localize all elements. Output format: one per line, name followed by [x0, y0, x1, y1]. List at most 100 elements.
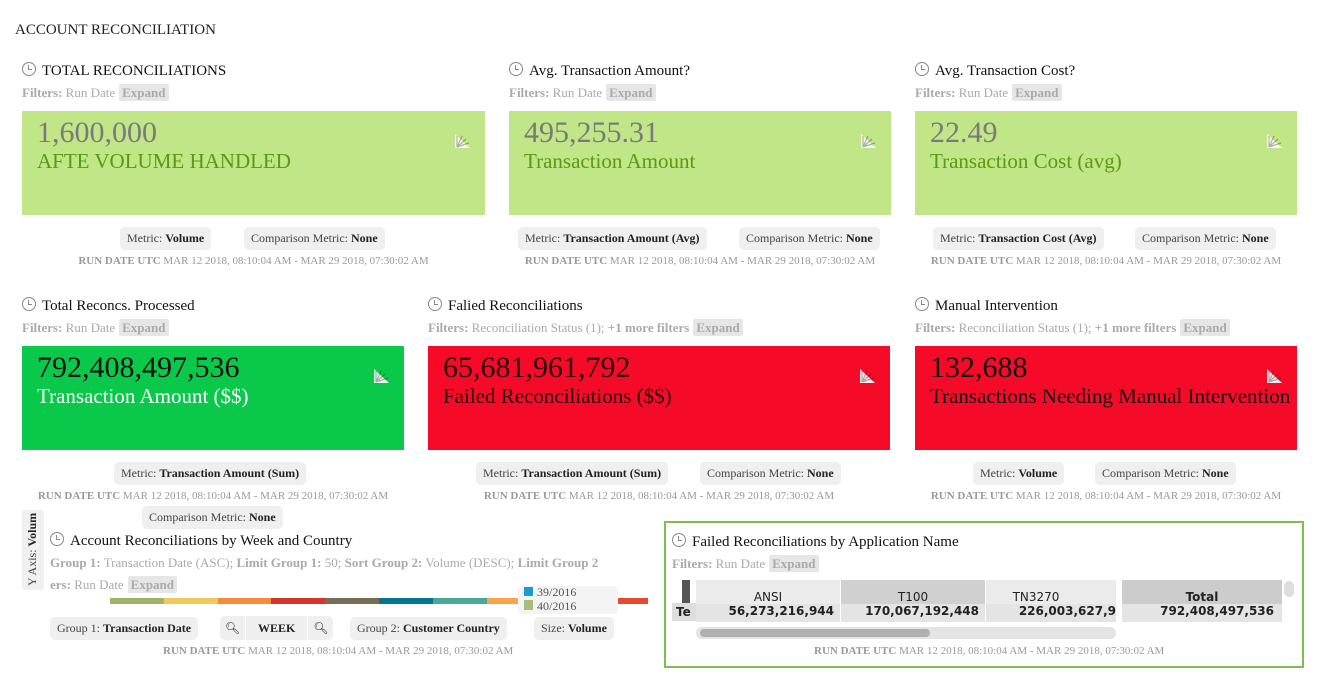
metric-value: 495,255.31: [524, 116, 659, 149]
zoom-control: 🔍︎ WEEK 🔍︎: [220, 616, 334, 640]
week-chart-stripes: [110, 598, 648, 604]
chart-type-icon[interactable]: [1265, 368, 1283, 384]
metric-value: 132,688: [930, 351, 1028, 384]
metric-label: AFTE VOLUME HANDLED: [37, 149, 291, 173]
clock-icon: [22, 62, 36, 76]
metric-tile[interactable]: 495,255.31 Transaction Amount: [509, 111, 891, 215]
metric-label: Transaction Amount: [524, 149, 696, 173]
legend-swatch: [524, 587, 533, 596]
app-table-filters: Filters: Run Date Expand: [672, 555, 819, 572]
zoom-out-icon[interactable]: 🔍︎: [220, 616, 246, 640]
chart-stripe[interactable]: [486, 598, 541, 604]
run-date: RUN DATE UTC MAR 12 2018, 08:10:04 AM - …: [814, 645, 1165, 657]
run-date: RUN DATE UTC MAR 12 2018, 08:10:04 AM - …: [930, 490, 1282, 502]
clock-icon: [509, 62, 523, 76]
expand-button[interactable]: Expand: [1012, 84, 1062, 101]
chart-stripe[interactable]: [110, 598, 164, 604]
metric-tile[interactable]: 65,681,961,792 Failed Reconciliations ($…: [428, 346, 890, 450]
metric-tile[interactable]: 132,688 Transactions Needing Manual Inte…: [915, 346, 1297, 450]
metric-chip[interactable]: Metric: Transaction Amount (Avg): [518, 227, 707, 250]
metric-value: 792,408,497,536: [37, 351, 240, 384]
size-chip[interactable]: Size: Volume: [534, 617, 614, 640]
comparison-metric-chip[interactable]: Comparison Metric: None: [739, 227, 880, 250]
metric-value: 1,600,000: [37, 116, 157, 149]
metric-value: 65,681,961,792: [443, 351, 631, 384]
week-chart-filters: ers: Run Date Expand: [50, 576, 178, 593]
chart-type-icon[interactable]: [858, 368, 876, 384]
comparison-metric-chip[interactable]: Comparison Metric: None: [244, 227, 385, 250]
expand-button[interactable]: Expand: [1180, 319, 1230, 336]
widget-filters: Filters: Run Date Expand: [22, 319, 169, 336]
metric-chip[interactable]: Metric: Volume: [120, 227, 212, 250]
widget-title: Avg. Transaction Amount?: [509, 62, 690, 80]
chart-type-icon[interactable]: [1265, 133, 1283, 149]
vertical-scrollbar[interactable]: [1284, 581, 1294, 597]
group2-chip[interactable]: Group 2: Customer Country: [350, 617, 507, 640]
zoom-in-icon[interactable]: 🔍︎: [313, 621, 329, 635]
comparison-metric-chip[interactable]: Comparison Metric: None: [142, 506, 283, 529]
week-chart-legend: 39/2016 40/2016: [518, 586, 618, 614]
chart-stripe[interactable]: [594, 598, 648, 604]
widget-title: Manual Intervention: [915, 297, 1058, 315]
clock-icon: [915, 297, 929, 311]
chart-stripe[interactable]: [378, 598, 433, 604]
comparison-metric-chip[interactable]: Comparison Metric: None: [700, 462, 841, 485]
metric-label: Transaction Amount ($$): [37, 384, 249, 408]
expand-button[interactable]: Expand: [769, 555, 819, 572]
chart-stripe[interactable]: [325, 598, 379, 604]
week-chart-config: Group 1: Transaction Date (ASC); Limit G…: [50, 555, 599, 570]
comparison-metric-chip[interactable]: Comparison Metric: None: [1135, 227, 1276, 250]
group1-chip[interactable]: Group 1: Transaction Date: [50, 617, 199, 640]
column-t100: T100 170,067,192,448: [841, 580, 986, 622]
widget-filters: Filters: Run Date Expand: [915, 84, 1062, 101]
run-date: RUN DATE UTC MAR 12 2018, 08:10:04 AM - …: [930, 255, 1282, 267]
metric-tile[interactable]: 22.49 Transaction Cost (avg): [915, 111, 1297, 215]
metric-chip[interactable]: Metric: Transaction Amount (Sum): [476, 462, 669, 485]
page-title: ACCOUNT RECONCILIATION: [15, 22, 216, 38]
widget-title: Falied Reconciliations: [428, 297, 583, 315]
scrollbar-thumb[interactable]: [700, 629, 930, 637]
run-date: RUN DATE UTC MAR 12 2018, 08:10:04 AM - …: [483, 490, 835, 502]
run-date: RUN DATE UTC MAR 12 2018, 08:10:04 AM - …: [78, 255, 429, 267]
row-header: Te: [672, 603, 696, 621]
widget-filters: Filters: Run Date Expand: [22, 84, 169, 101]
column-ansi: ANSI 56,273,216,944: [696, 580, 841, 622]
chart-stripe[interactable]: [432, 598, 487, 604]
chart-stripe[interactable]: [163, 598, 218, 604]
metric-chip[interactable]: Metric: Volume: [973, 462, 1065, 485]
expand-button[interactable]: Expand: [127, 576, 178, 593]
legend-swatch: [524, 600, 533, 610]
comparison-metric-chip[interactable]: Comparison Metric: None: [1095, 462, 1236, 485]
metric-tile[interactable]: 1,600,000 AFTE VOLUME HANDLED: [22, 111, 485, 215]
metric-chip[interactable]: Metric: Transaction Cost (Avg): [933, 227, 1104, 250]
chart-stripe[interactable]: [271, 598, 326, 604]
clock-icon: [22, 297, 36, 311]
chart-type-icon[interactable]: [453, 133, 471, 149]
pivot-table: ANSI 56,273,216,944 T100 170,067,192,448 T…: [696, 580, 1116, 622]
expand-button[interactable]: Expand: [119, 319, 169, 336]
chart-stripe[interactable]: [217, 598, 272, 604]
clock-icon: [428, 297, 442, 311]
column-tn3270: TN3270 226,003,627,9: [986, 580, 1116, 622]
y-axis-selector[interactable]: Y Axis: Volum: [22, 510, 44, 590]
chart-type-icon[interactable]: [859, 133, 877, 149]
widget-title: Avg. Transaction Cost?: [915, 62, 1075, 80]
widget-title: TOTAL RECONCILIATIONS: [22, 62, 226, 80]
expand-button[interactable]: Expand: [119, 84, 169, 101]
metric-chip[interactable]: Metric: Transaction Amount (Sum): [114, 462, 307, 485]
run-date: RUN DATE UTC MAR 12 2018, 08:10:04 AM - …: [163, 645, 514, 657]
metric-label: Failed Reconciliations ($$): [443, 384, 672, 408]
metric-label: Transactions Needing Manual Intervention: [930, 384, 1291, 408]
chart-type-icon[interactable]: [372, 368, 390, 384]
expand-button[interactable]: Expand: [693, 319, 743, 336]
run-date: RUN DATE UTC MAR 12 2018, 08:10:04 AM - …: [524, 255, 876, 267]
metric-value: 22.49: [930, 116, 998, 149]
total-column: Total 792,408,497,536: [1122, 580, 1282, 622]
metric-tile[interactable]: 792,408,497,536 Transaction Amount ($$): [22, 346, 404, 450]
app-table-title: Failed Reconciliations by Application Na…: [672, 533, 959, 551]
metric-label: Transaction Cost (avg): [930, 149, 1122, 173]
expand-button[interactable]: Expand: [606, 84, 656, 101]
widget-filters: Filters: Reconciliation Status (1); +1 m…: [915, 319, 1230, 336]
clock-icon: [915, 62, 929, 76]
horizontal-scrollbar[interactable]: [696, 627, 1116, 639]
